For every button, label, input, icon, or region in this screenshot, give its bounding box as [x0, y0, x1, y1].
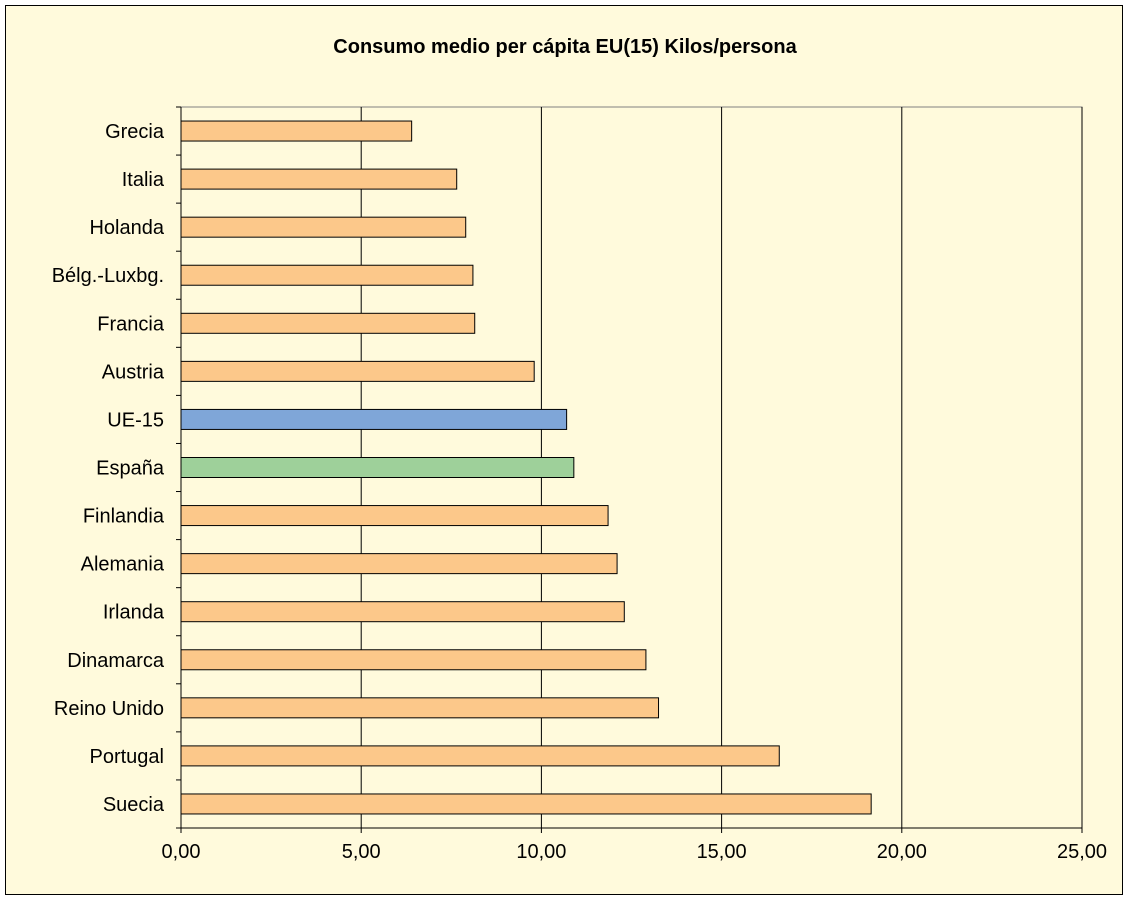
category-label: Alemania [81, 554, 165, 576]
category-label: Grecia [105, 121, 165, 143]
category-label: España [96, 458, 165, 480]
category-label: Austria [102, 361, 165, 383]
bar [180, 312, 476, 334]
category-label: Bélg.-Luxbg. [52, 265, 164, 287]
category-label: Italia [122, 169, 165, 191]
bar [180, 408, 568, 430]
category-label: Holanda [89, 217, 164, 239]
category-labels: Grecia Italia Holanda Bélg.-Luxbg. Francia Au… [52, 121, 165, 816]
axes [176, 106, 1083, 833]
bar [180, 216, 467, 238]
bar [180, 649, 647, 671]
x-tick-label: 5,00 [342, 841, 381, 863]
x-tick-label: 0,00 [162, 841, 201, 863]
tick-labels: 0,00 5,00 10,00 15,00 20,00 25,00 [162, 841, 1108, 863]
bar [180, 360, 535, 382]
bar [180, 168, 458, 190]
category-label: Finlandia [83, 506, 165, 528]
bar [180, 120, 413, 142]
category-label: Dinamarca [67, 650, 165, 672]
bar [180, 601, 625, 623]
x-tick-label: 10,00 [516, 841, 566, 863]
bar [180, 745, 780, 767]
bar [180, 553, 618, 575]
category-label: Reino Unido [54, 698, 164, 720]
bar [180, 793, 872, 815]
category-label: Irlanda [103, 602, 165, 624]
category-label: Francia [97, 313, 165, 335]
bar [180, 457, 575, 478]
category-label: UE-15 [107, 409, 164, 431]
x-tick-label: 20,00 [877, 841, 927, 863]
category-label: Portugal [90, 746, 165, 768]
bar [180, 264, 474, 286]
category-label: Suecia [103, 794, 165, 816]
x-tick-label: 25,00 [1057, 841, 1107, 863]
bar [180, 505, 609, 527]
chart-title: Consumo medio per cápita EU(15) Kilos/pe… [333, 36, 797, 58]
bars [180, 120, 872, 815]
x-tick-label: 15,00 [697, 841, 747, 863]
bar [180, 697, 660, 719]
